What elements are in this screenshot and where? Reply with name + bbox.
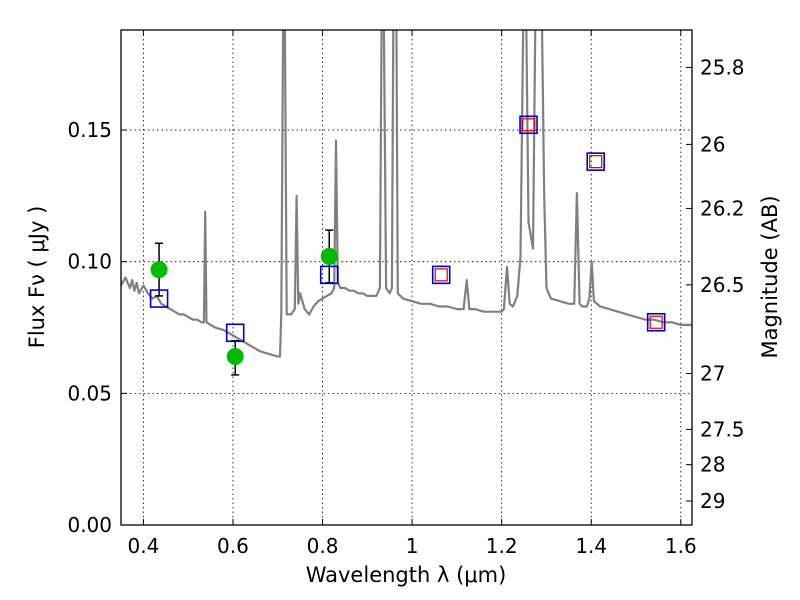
y-tick-label: 0.00: [67, 513, 112, 537]
x-tick-label: 0.4: [127, 534, 159, 558]
x-tick-labels: 0.4 0.6 0.8 1 1.2 1.4 1.6: [127, 534, 696, 558]
errorbar-layer: [155, 229, 334, 376]
y2-tick-label: 25.8: [700, 55, 745, 79]
model-inner-point: [434, 268, 448, 282]
ticks: [121, 30, 692, 526]
y2-tick-label: 26.5: [700, 273, 745, 297]
x-tick-label: 1: [406, 534, 419, 558]
model-points: [149, 115, 666, 343]
model-inner-point: [521, 118, 536, 132]
model-point: [519, 115, 538, 135]
y-tick-label: 0.15: [67, 118, 112, 142]
x-tick-label: 1.4: [575, 534, 607, 558]
y2-tick-label: 27.5: [700, 417, 745, 441]
y2-tick-label: 28: [700, 453, 725, 477]
y2-tick-labels: 25.8 26 26.2 26.5 27 27.5 28 29: [700, 55, 745, 513]
y-axis-label: Flux Fν ( μJy ): [25, 206, 49, 349]
photometry-point: [320, 247, 338, 265]
grid: [121, 30, 692, 526]
x-axis-label: Wavelength λ (μm): [306, 563, 507, 587]
model-point: [431, 265, 451, 285]
photometry-point: [226, 347, 244, 365]
model-inner-point: [649, 315, 663, 329]
model-point: [586, 152, 606, 171]
spectrum-layer: [121, 30, 692, 358]
x-tick-label: 0.6: [217, 534, 249, 558]
model-point: [149, 289, 169, 308]
y-tick-label: 0.10: [67, 250, 112, 274]
y-tick-label: 0.05: [67, 381, 112, 405]
y2-axis-label: Magnitude (AB): [758, 195, 782, 358]
model-inner-point: [589, 155, 603, 169]
model-point: [646, 312, 666, 332]
y2-tick-label: 27: [700, 361, 725, 385]
y2-tick-label: 26.2: [700, 196, 745, 220]
y2-tick-label: 26: [700, 132, 725, 156]
photometry-point: [150, 261, 168, 279]
x-tick-label: 1.2: [486, 534, 518, 558]
model-point: [225, 323, 245, 343]
y-tick-labels: 0.00 0.05 0.10 0.15: [67, 118, 112, 537]
photometry-points: [150, 247, 338, 365]
plot-frame: [120, 29, 693, 526]
y2-tick-label: 29: [700, 489, 725, 513]
spectrum-line: [121, 30, 692, 358]
model-point: [319, 265, 339, 285]
x-tick-label: 1.6: [665, 534, 697, 558]
x-tick-label: 0.8: [307, 534, 339, 558]
